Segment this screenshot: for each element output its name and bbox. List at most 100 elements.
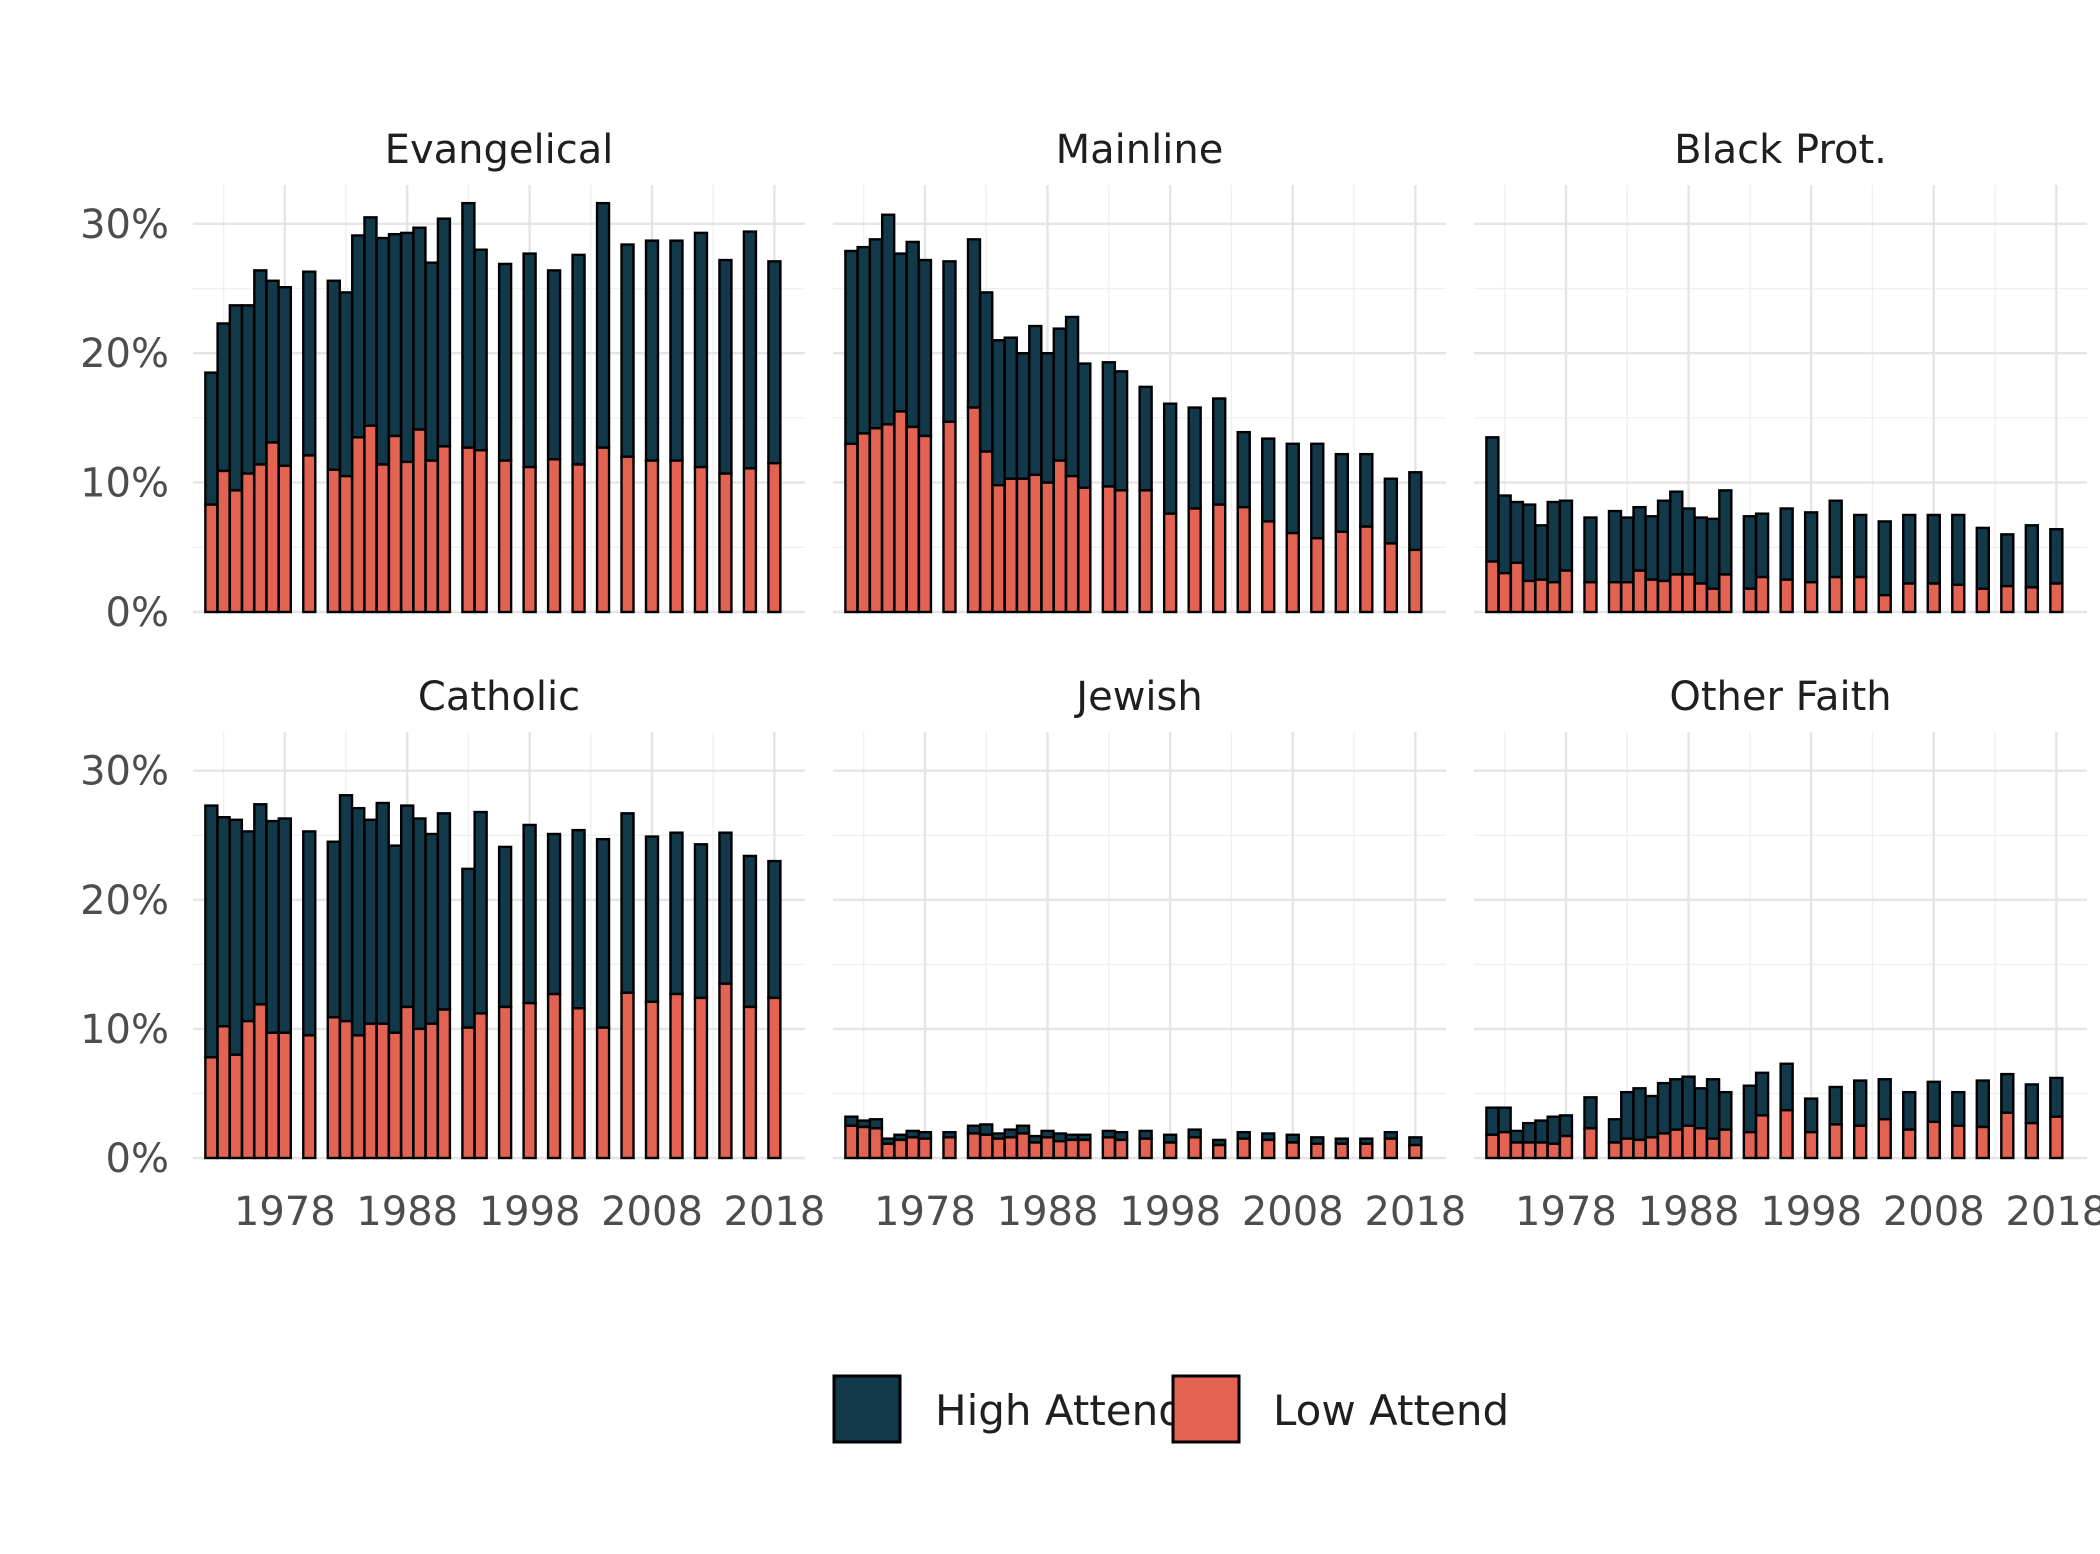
bar-low-attend-catholic-1988 [400,1005,415,1160]
y-tick-label: 10% [80,1007,169,1053]
bar-low-attend-other-faith-1998 [1803,1130,1819,1160]
bar-high-attend-mainline-2010 [1310,442,1325,540]
bar-high-attend-catholic-1988 [400,804,415,1009]
bar-low-attend-jewish-1975 [880,1142,896,1160]
bar-high-attend-catholic-1977 [265,819,280,1034]
bar-low-attend-other-faith-2008 [1926,1120,1941,1160]
bar-high-attend-other-faith-2008 [1926,1080,1941,1124]
bar-high-attend-mainline-1991 [1077,362,1092,489]
bar-high-attend-evangelical-2000 [546,269,562,461]
bar-low-attend-mainline-1996 [1138,489,1153,614]
bar-high-attend-mainline-2008 [1285,442,1300,535]
facet-jewish: Jewish 1978 1988 1998 2008 2018 [833,674,1466,1235]
bar-low-attend-jewish-1983 [979,1133,994,1160]
bar-high-attend-other-faith-2012 [1975,1079,1990,1129]
bar-low-attend-other-faith-1993 [1742,1130,1758,1160]
bar-low-attend-other-faith-1982 [1607,1141,1623,1160]
bar-high-attend-catholic-1990 [424,832,439,1025]
bar-high-attend-other-faith-1991 [1718,1090,1733,1131]
bar-high-attend-black-prot-1984 [1632,505,1647,572]
bar-high-attend-other-faith-1987 [1669,1078,1684,1131]
bar-low-attend-black-prot-1978 [1558,569,1574,614]
bar-high-attend-mainline-1994 [1113,370,1129,492]
bar-high-attend-evangelical-1972 [204,371,219,506]
bar-high-attend-evangelical-2016 [742,230,758,470]
bar-high-attend-evangelical-2008 [644,239,660,462]
bar-high-attend-catholic-1978 [277,817,292,1034]
bar-low-attend-black-prot-1977 [1546,581,1561,614]
bar-high-attend-black-prot-1972 [1485,436,1500,563]
bar-high-attend-mainline-2002 [1211,397,1227,506]
bar-low-attend-catholic-1974 [228,1053,244,1160]
x-tick-label: 1978 [1515,1189,1617,1235]
x-tick-label: 1988 [1638,1189,1740,1235]
bar-low-attend-catholic-1991 [436,1008,452,1160]
bar-high-attend-mainline-1972 [844,249,859,445]
bar-high-attend-catholic-1983 [338,794,354,1023]
bar-high-attend-black-prot-2000 [1828,499,1843,579]
bar-low-attend-other-faith-2016 [2024,1121,2040,1160]
bar-high-attend-catholic-2000 [546,832,562,996]
bar-low-attend-evangelical-1985 [363,424,378,614]
bar-high-attend-other-faith-2018 [2049,1076,2064,1118]
bar-low-attend-black-prot-1989 [1693,582,1709,614]
bar-low-attend-catholic-1987 [387,1031,403,1160]
bar-low-attend-other-faith-1986 [1656,1132,1672,1160]
bar-low-attend-other-faith-1994 [1754,1114,1770,1160]
x-tick-label: 1978 [234,1189,336,1235]
bar-low-attend-evangelical-1993 [461,446,476,614]
facet-evangelical: Evangelical 0% 10% 20% 30% [80,127,805,636]
bar-high-attend-other-faith-1996 [1779,1062,1794,1112]
bar-high-attend-catholic-1994 [473,810,488,1015]
facet-black-prot: Black Prot. [1474,127,2087,614]
bar-high-attend-mainline-1983 [979,291,994,453]
bar-high-attend-black-prot-1986 [1656,499,1672,583]
bar-low-attend-evangelical-1983 [338,474,354,614]
bar-low-attend-evangelical-1974 [228,489,244,614]
legend-swatch-high-attend [832,1374,902,1444]
bar-low-attend-evangelical-1994 [473,449,488,614]
bar-high-attend-evangelical-1990 [424,261,439,462]
bar-low-attend-evangelical-1976 [253,463,268,614]
bar-high-attend-other-faith-1976 [1534,1119,1549,1144]
bar-low-attend-other-faith-1977 [1546,1142,1561,1160]
bar-low-attend-black-prot-1983 [1620,581,1635,614]
bar-high-attend-catholic-1982 [326,840,341,1019]
x-tick-label: 1998 [1760,1189,1862,1235]
bar-low-attend-mainline-1985 [1003,477,1018,614]
bar-low-attend-evangelical-1982 [326,468,341,614]
bar-high-attend-evangelical-1993 [461,201,476,449]
bar-low-attend-catholic-1982 [326,1016,341,1160]
bar-low-attend-mainline-1978 [917,434,933,614]
bar-low-attend-black-prot-1988 [1681,573,1696,614]
bar-high-attend-jewish-1974 [868,1118,884,1130]
bar-high-attend-black-prot-1989 [1693,516,1709,585]
bar-high-attend-black-prot-2008 [1926,513,1941,585]
bar-high-attend-mainline-1998 [1162,402,1178,515]
bar-low-attend-mainline-2014 [1359,525,1374,614]
bar-high-attend-black-prot-1983 [1620,516,1635,584]
bar-low-attend-other-faith-1996 [1779,1109,1794,1160]
bar-low-attend-black-prot-2006 [1902,582,1917,614]
bar-high-attend-mainline-1982 [966,238,982,409]
bar-high-attend-other-faith-1989 [1693,1087,1709,1130]
bar-low-attend-evangelical-1986 [375,463,390,614]
bar-low-attend-mainline-1984 [991,483,1006,614]
bar-high-attend-black-prot-1996 [1779,507,1794,581]
bar-low-attend-other-faith-1991 [1718,1128,1733,1160]
bar-high-attend-other-faith-1977 [1546,1115,1561,1146]
bar-high-attend-evangelical-1978 [277,286,292,467]
bar-low-attend-catholic-2016 [742,1005,758,1160]
x-tick-label: 1998 [479,1189,581,1235]
bar-low-attend-catholic-1998 [522,1001,537,1160]
bar-low-attend-catholic-2010 [669,992,684,1160]
bar-low-attend-black-prot-1996 [1779,578,1794,614]
bar-high-attend-other-faith-1982 [1607,1118,1623,1144]
bar-high-attend-evangelical-1975 [240,304,256,475]
bar-low-attend-evangelical-1975 [240,472,256,614]
bar-low-attend-black-prot-1972 [1485,560,1500,614]
bar-high-attend-other-faith-1990 [1705,1078,1721,1140]
bar-low-attend-evangelical-2014 [718,472,733,614]
bar-low-attend-catholic-2008 [644,1000,660,1160]
